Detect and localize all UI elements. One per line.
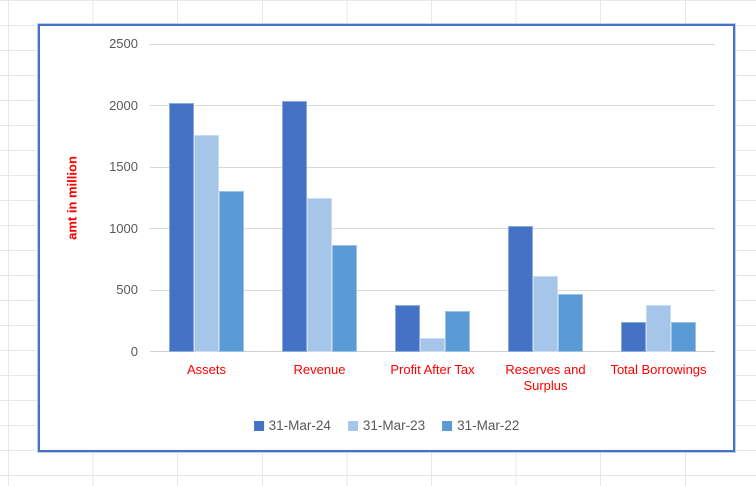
legend-label: 31-Mar-23: [362, 418, 426, 433]
legend-label: 31-Mar-24: [268, 418, 331, 433]
bar-31-Mar-22[interactable]: [219, 190, 244, 352]
y-gridline: [150, 105, 715, 107]
category-label[interactable]: Revenue: [293, 362, 346, 377]
y-tick-label: 500: [116, 282, 138, 298]
bar-31-Mar-22[interactable]: [671, 321, 696, 352]
y-tick-label: 2500: [109, 36, 138, 51]
bar-group: [489, 44, 602, 352]
category-label[interactable]: Profit After Tax: [390, 362, 475, 377]
legend-swatch-icon: [253, 420, 264, 431]
y-tick-label: 1500: [109, 159, 138, 175]
chart-object[interactable]: amt in million 0 500 1000 1500 2000 2500 Asse…: [38, 24, 735, 452]
legend-label: 31-Mar-22: [457, 418, 520, 433]
bar-31-Mar-23[interactable]: [533, 275, 558, 352]
legend-swatch-icon: [442, 420, 453, 431]
legend-swatch-icon: [347, 420, 358, 431]
bar-31-Mar-24[interactable]: [508, 225, 533, 352]
y-gridline: [150, 289, 715, 291]
bar-31-Mar-23[interactable]: [307, 198, 332, 352]
legend-item[interactable]: 31-Mar-23: [347, 418, 426, 433]
bar-31-Mar-22[interactable]: [558, 294, 583, 352]
legend-item[interactable]: 31-Mar-24: [253, 418, 331, 433]
y-gridline: [150, 44, 715, 45]
category-label[interactable]: Reserves and Surplus: [505, 362, 586, 393]
bar-31-Mar-23[interactable]: [194, 134, 219, 352]
legend[interactable]: 31-Mar-24 31-Mar-23 31-Mar-22: [253, 418, 519, 433]
plot-area: 0 500 1000 1500 2000 2500: [109, 36, 715, 359]
bar-31-Mar-23[interactable]: [646, 304, 671, 352]
category-label[interactable]: Total Borrowings: [610, 362, 707, 377]
legend-item[interactable]: 31-Mar-22: [442, 418, 519, 433]
bar-group: [150, 44, 263, 352]
bar-31-Mar-24[interactable]: [282, 101, 307, 352]
bar-31-Mar-24[interactable]: [169, 103, 194, 352]
bar-31-Mar-22[interactable]: [332, 244, 357, 352]
y-axis-title: amt in million: [64, 156, 80, 240]
bar-31-Mar-24[interactable]: [621, 321, 646, 352]
bar-group: [602, 44, 715, 352]
bar-31-Mar-22[interactable]: [445, 311, 470, 352]
category-label[interactable]: Assets: [186, 362, 226, 377]
y-gridline: [150, 166, 715, 168]
y-gridline: [150, 228, 715, 230]
bar-group: [263, 44, 376, 352]
x-axis-category-labels: Assets Revenue Profit After Tax Reserves an…: [150, 362, 715, 404]
y-tick-label: 1000: [109, 220, 138, 236]
y-tick-label: 2000: [109, 97, 138, 113]
bar-31-Mar-23[interactable]: [420, 338, 445, 352]
bar-31-Mar-24[interactable]: [395, 304, 420, 352]
y-tick-label: 0: [130, 344, 138, 359]
bar-group: [376, 44, 489, 352]
